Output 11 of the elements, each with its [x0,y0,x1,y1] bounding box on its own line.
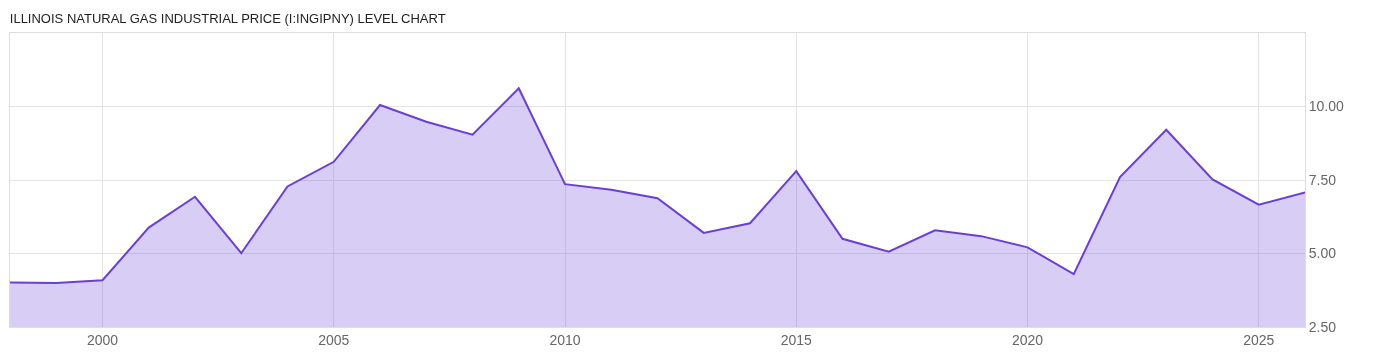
y-tick-label: 7.50 [1308,171,1337,188]
y-tick-label: 2.50 [1308,318,1337,335]
y-tick-label: 5.00 [1308,245,1337,262]
x-tick-label: 2005 [318,331,350,348]
chart-title: ILLINOIS NATURAL GAS INDUSTRIAL PRICE (I:INGIPNY) LEVEL CHART [9,11,446,27]
x-tick-label: 2020 [1011,331,1044,348]
x-tick-label: 2025 [1243,331,1275,348]
x-tick-label: 2010 [549,331,581,348]
y-tick-label: 10.00 [1308,98,1345,115]
x-tick-label: 2015 [780,331,813,348]
x-tick-label: 2000 [86,331,119,348]
